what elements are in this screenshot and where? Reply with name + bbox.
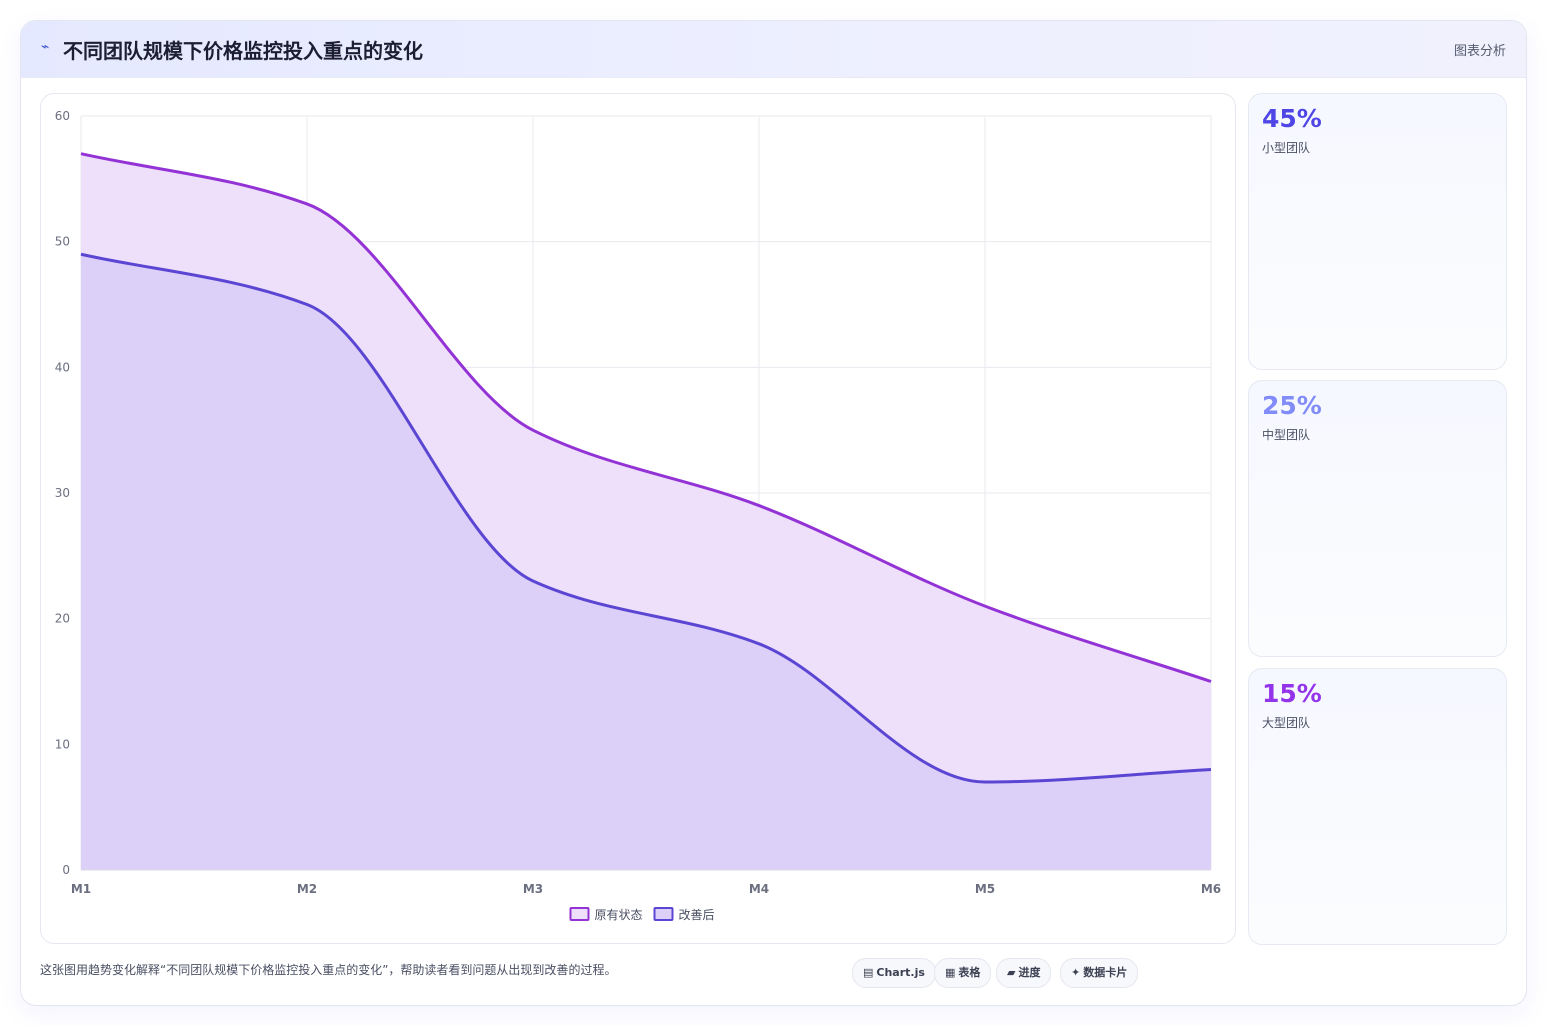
tag-label: 进度 [1018,966,1041,979]
stat-value: 45% [1262,104,1322,133]
tag-label: 表格 [958,966,981,979]
y-tick-label: 20 [55,612,70,626]
legend-swatch [569,907,590,921]
x-tick-label: M6 [1201,882,1221,896]
series-area-1 [81,254,1211,870]
tag-table[interactable]: ▦ 表格 [934,958,992,988]
y-tick-label: 10 [55,737,70,751]
tag-data-card[interactable]: ✦ 数据卡片 [1060,958,1139,988]
progress-icon: ▰ [1007,966,1016,979]
card-header: ⌁ 不同团队规模下价格监控投入重点的变化 图表分析 [21,21,1526,78]
x-tick-label: M2 [297,882,317,896]
tag-progress[interactable]: ▰ 进度 [996,958,1052,988]
y-tick-label: 30 [55,486,70,500]
stat-value: 15% [1262,679,1322,708]
chart-card: ⌁ 不同团队规模下价格监控投入重点的变化 图表分析 0 10 20 30 40 50 60 M… [20,20,1527,1006]
legend-label: 改善后 [679,907,715,922]
y-tick-label: 40 [55,360,70,374]
tag-chartjs[interactable]: ▤ Chart.js [852,958,936,988]
trend-icon: ⌁ [41,39,50,55]
stat-value: 25% [1262,391,1322,420]
y-tick-label: 50 [55,235,70,249]
chart-analysis-label: 图表分析 [1453,44,1506,59]
tag-label: 数据卡片 [1083,966,1128,979]
page-title: 不同团队规模下价格监控投入重点的变化 [63,39,423,63]
x-tick-label: M4 [749,882,769,896]
area-chart: 0 10 20 30 40 50 60 M1 M2 M3 M4 M5 M6 原有状态 改善后 [55,109,1221,922]
stat-label: 小型团队 [1262,141,1311,155]
series-line-1 [80,252,1212,784]
chart-description: 这张图用趋势变化解释“不同团队规模下价格监控投入重点的变化”，帮助读者看到问题从… [40,963,617,977]
stat-card-medium-team: 25% 中型团队 [1248,380,1507,657]
x-tick-label: M5 [975,882,995,896]
chart-panel: 0 10 20 30 40 50 60 M1 M2 M3 M4 M5 M6 原有状态 改善后 [40,93,1236,944]
tag-label: Chart.js [876,966,925,979]
legend-label: 原有状态 [595,908,643,922]
table-icon: ▦ [945,966,956,979]
legend-swatch [653,907,674,921]
stat-card-small-team: 45% 小型团队 [1248,93,1507,370]
stat-card-large-team: 15% 大型团队 [1248,668,1507,945]
y-tick-label: 60 [55,109,70,123]
stat-label: 中型团队 [1262,428,1311,442]
data-card-icon: ✦ [1071,966,1081,979]
y-tick-label: 0 [62,863,70,877]
x-tick-label: M3 [523,882,543,896]
series-line-0 [80,152,1212,683]
chart-icon: ▤ [863,966,874,979]
stat-label: 大型团队 [1262,716,1311,730]
x-tick-label: M1 [71,882,91,896]
